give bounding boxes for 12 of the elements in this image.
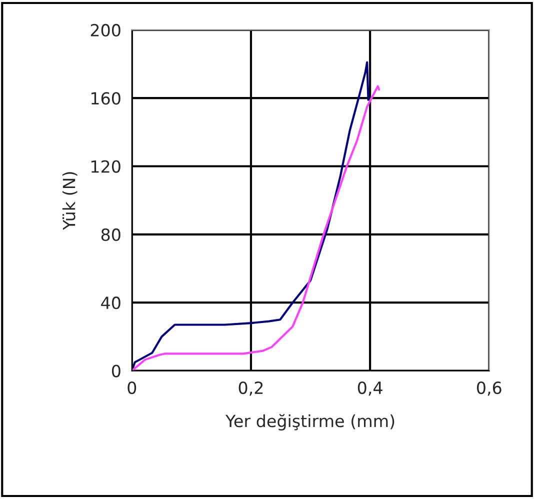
x-tick-label: 0,2: [238, 381, 263, 396]
x-tick-label: 0: [128, 381, 136, 394]
x-axis-title: Yer değiştirme (mm): [225, 414, 394, 431]
y-tick-label: 0: [112, 364, 120, 378]
y-tick-label: 160: [92, 92, 120, 105]
y-tick-label: 40: [101, 296, 120, 310]
y-tick-label: 200: [90, 24, 120, 37]
y-tick-label: 120: [92, 160, 120, 173]
y-tick-label: 80: [101, 228, 120, 241]
y-axis-title: Yük (N): [62, 172, 78, 230]
x-tick-label: 0,6: [476, 381, 502, 396]
x-tick-label: 0,4: [358, 381, 382, 396]
